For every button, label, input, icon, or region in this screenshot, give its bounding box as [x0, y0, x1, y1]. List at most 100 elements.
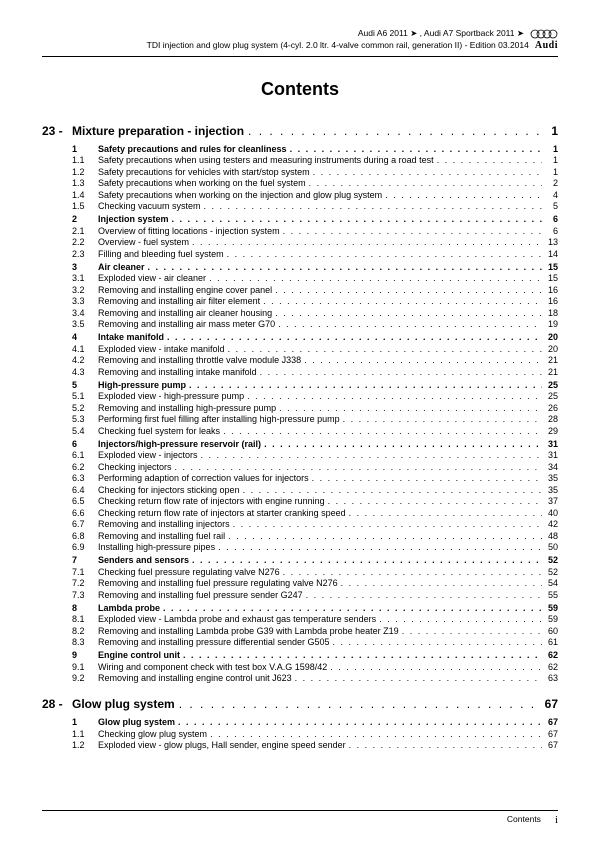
entry-title: Exploded view - air cleaner	[98, 273, 209, 283]
subsection-row: 8.3Removing and installing pressure diff…	[42, 637, 558, 647]
subsection-row: 3.5Removing and installing air mass mete…	[42, 319, 558, 329]
subsection-row: 7.2Removing and installing fuel pressure…	[42, 578, 558, 588]
entry-title: Safety precautions when working on the i…	[98, 190, 385, 200]
entry-page: 16	[542, 296, 558, 306]
entry-number: 7.3	[72, 590, 98, 600]
entry-title: Removing and installing fuel pressure re…	[98, 578, 341, 588]
brand-name: Audi	[535, 39, 558, 53]
subsection-row: 5.1Exploded view - high-pressure pump25	[42, 391, 558, 401]
leader-dots	[167, 332, 542, 342]
leader-dots	[437, 155, 542, 165]
entry-title: Lambda probe	[98, 603, 163, 613]
entry-title: Performing first fuel filling after inst…	[98, 414, 343, 424]
leader-dots	[295, 673, 542, 683]
entry-title: Installing high-pressure pipes	[98, 542, 218, 552]
entry-title: Wiring and component check with test box…	[98, 662, 330, 672]
chapter-title: Mixture preparation - injection	[72, 124, 248, 138]
chapter-number: 28 -	[42, 697, 72, 711]
leader-dots	[402, 626, 542, 636]
subsection-row: 2.1Overview of fitting locations - injec…	[42, 226, 558, 236]
footer-page-number: i	[555, 814, 558, 826]
entry-title: Removing and installing engine cover pan…	[98, 285, 275, 295]
entry-title: Checking glow plug system	[98, 729, 210, 739]
chapter-page: 67	[540, 697, 558, 711]
entry-title: Overview - fuel system	[98, 237, 192, 247]
leader-dots	[349, 508, 542, 518]
entry-page: 19	[542, 319, 558, 329]
entry-number: 5.1	[72, 391, 98, 401]
audi-rings-icon	[530, 29, 558, 39]
leader-dots	[201, 450, 542, 460]
entry-number: 3.5	[72, 319, 98, 329]
entry-page: 15	[542, 273, 558, 283]
entry-number: 4	[72, 332, 98, 342]
subsection-row: 1.3Safety precautions when working on th…	[42, 178, 558, 188]
entry-number: 5.2	[72, 403, 98, 413]
entry-title: Checking for injectors sticking open	[98, 485, 243, 495]
entry-number: 4.1	[72, 344, 98, 354]
section-row: 1Glow plug system67	[42, 717, 558, 727]
entry-page: 34	[542, 462, 558, 472]
leader-dots	[189, 380, 542, 390]
entry-page: 31	[542, 450, 558, 460]
entry-title: Checking fuel pressure regulating valve …	[98, 567, 283, 577]
section-row: 6Injectors/high-pressure reservoir (rail…	[42, 439, 558, 449]
leader-dots	[385, 190, 542, 200]
entry-page: 21	[542, 367, 558, 377]
entry-number: 1.1	[72, 729, 98, 739]
entry-page: 14	[542, 249, 558, 259]
entry-page: 6	[542, 214, 558, 224]
leader-dots	[183, 650, 542, 660]
entry-title: Overview of fitting locations - injectio…	[98, 226, 283, 236]
entry-title: Removing and installing pressure differe…	[98, 637, 332, 647]
entry-title: Air cleaner	[98, 262, 148, 272]
chapter-heading: 28 -Glow plug system67	[42, 697, 558, 711]
subsection-row: 5.4Checking fuel system for leaks29	[42, 426, 558, 436]
entry-page: 59	[542, 603, 558, 613]
entry-title: Removing and installing engine control u…	[98, 673, 295, 683]
leader-dots	[227, 249, 542, 259]
leader-dots	[192, 555, 542, 565]
entry-page: 21	[542, 355, 558, 365]
chapter-number: 23 -	[42, 124, 72, 138]
entry-number: 3	[72, 262, 98, 272]
leader-dots	[328, 496, 542, 506]
entry-number: 5	[72, 380, 98, 390]
entry-title: Safety precautions for vehicles with sta…	[98, 167, 313, 177]
entry-number: 4.2	[72, 355, 98, 365]
entry-page: 55	[542, 590, 558, 600]
entry-title: Removing and installing fuel rail	[98, 531, 228, 541]
entry-number: 1.2	[72, 167, 98, 177]
subsection-row: 6.7Removing and installing injectors42	[42, 519, 558, 529]
entry-page: 25	[542, 380, 558, 390]
leader-dots	[178, 717, 542, 727]
entry-title: Intake manifold	[98, 332, 167, 342]
entry-title: Injectors/high-pressure reservoir (rail)	[98, 439, 264, 449]
entry-title: Removing and installing throttle valve m…	[98, 355, 304, 365]
subsection-row: 3.1Exploded view - air cleaner 15	[42, 273, 558, 283]
subsection-row: 1.1Checking glow plug system67	[42, 729, 558, 739]
subsection-row: 9.2Removing and installing engine contro…	[42, 673, 558, 683]
entry-page: 20	[542, 344, 558, 354]
entry-number: 7.1	[72, 567, 98, 577]
entry-title: Safety precautions and rules for cleanli…	[98, 144, 290, 154]
entry-number: 8.1	[72, 614, 98, 624]
subsection-row: 2.2Overview - fuel system13	[42, 237, 558, 247]
page-footer: Contents i	[42, 810, 558, 826]
leader-dots	[313, 167, 542, 177]
leader-dots	[192, 237, 542, 247]
entry-number: 1.3	[72, 178, 98, 188]
entry-number: 6.1	[72, 450, 98, 460]
entry-number: 3.1	[72, 273, 98, 283]
entry-number: 2.1	[72, 226, 98, 236]
entry-title: Removing and installing high-pressure pu…	[98, 403, 279, 413]
entry-number: 8.3	[72, 637, 98, 647]
entry-number: 6.5	[72, 496, 98, 506]
entry-number: 7.2	[72, 578, 98, 588]
leader-dots	[210, 729, 542, 739]
entry-number: 3.4	[72, 308, 98, 318]
entry-page: 15	[542, 262, 558, 272]
entry-number: 4.3	[72, 367, 98, 377]
entry-title: High-pressure pump	[98, 380, 189, 390]
entry-page: 63	[542, 673, 558, 683]
